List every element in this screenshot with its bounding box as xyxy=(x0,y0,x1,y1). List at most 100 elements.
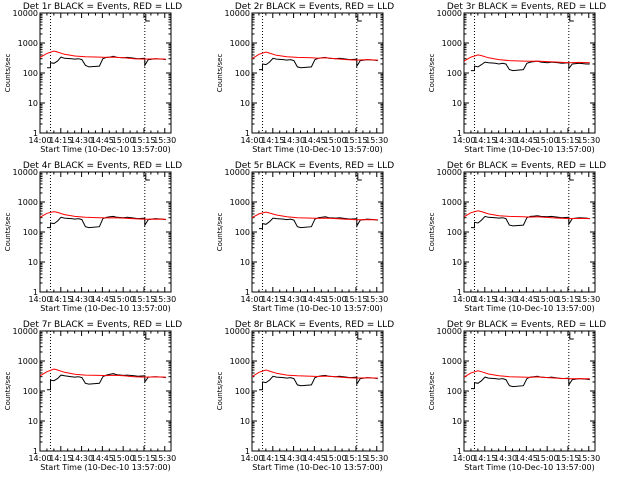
x-tick-label: 15:00 xyxy=(324,454,347,463)
x-axis-label: Start Time (10-Dec-10 13:57:00) xyxy=(252,304,383,313)
y-tick-label: 10000 xyxy=(13,327,38,336)
y-tick-label: 1000 xyxy=(18,198,38,207)
x-tick-label: 14:00 xyxy=(452,295,475,304)
y-tick-label: 1 xyxy=(457,129,462,138)
y-tick-label: 1 xyxy=(457,288,462,297)
y-tick-label: 100 xyxy=(23,69,38,78)
y-tick-label: 100 xyxy=(23,387,38,396)
x-tick-label: 14:15 xyxy=(49,295,72,304)
bracket-marker xyxy=(569,173,574,181)
y-tick-label: 10 xyxy=(240,258,250,267)
y-tick-label: 10000 xyxy=(13,9,38,18)
x-axis-label: Start Time (10-Dec-10 13:57:00) xyxy=(252,463,383,472)
chart-panel: Det 4r BLACK = Events, RED = LLD 1 10 100 10… xyxy=(4,161,182,313)
chart-panel: Det 9r BLACK = Events, RED = LLD 1 10 100 10… xyxy=(428,320,606,472)
y-tick-label: 10000 xyxy=(13,168,38,177)
y-tick-label: 1 xyxy=(33,288,38,297)
y-tick-label: 100 xyxy=(23,228,38,237)
y-tick-label: 10 xyxy=(28,258,38,267)
lld-series-line xyxy=(251,369,378,379)
x-tick-label: 14:30 xyxy=(494,454,517,463)
x-tick-label: 14:15 xyxy=(473,136,496,145)
x-tick-label: 14:45 xyxy=(303,295,326,304)
x-tick-label: 14:15 xyxy=(261,136,284,145)
events-series-line xyxy=(259,216,378,230)
lld-series-line xyxy=(39,211,166,220)
x-tick-label: 14:30 xyxy=(70,295,93,304)
x-tick-label: 14:30 xyxy=(282,295,305,304)
x-tick-label: 15:15 xyxy=(556,454,579,463)
y-tick-label: 1000 xyxy=(230,39,250,48)
chart-title: Det 5r BLACK = Events, RED = LLD xyxy=(235,161,394,171)
plot-frame xyxy=(251,171,384,293)
x-tick-label: 15:00 xyxy=(536,454,559,463)
x-tick-label: 15:00 xyxy=(112,454,135,463)
chart-title: Det 2r BLACK = Events, RED = LLD xyxy=(235,2,394,12)
x-tick-label: 14:15 xyxy=(261,295,284,304)
y-tick-label: 10 xyxy=(28,99,38,108)
x-axis-label: Start Time (10-Dec-10 13:57:00) xyxy=(40,463,171,472)
y-tick-label: 10 xyxy=(240,417,250,426)
y-tick-label: 10000 xyxy=(225,168,250,177)
y-tick-label: 1 xyxy=(245,129,250,138)
y-tick-label: 10 xyxy=(28,417,38,426)
x-tick-label: 14:00 xyxy=(452,454,475,463)
x-tick-label: 14:30 xyxy=(494,136,517,145)
x-tick-label: 15:15 xyxy=(344,136,367,145)
bracket-marker xyxy=(569,14,574,22)
y-tick-label: 100 xyxy=(447,387,462,396)
plot-frame xyxy=(463,330,596,452)
x-axis-label: Start Time (10-Dec-10 13:57:00) xyxy=(252,145,383,154)
x-tick-label: 15:30 xyxy=(153,454,176,463)
bracket-marker xyxy=(357,14,362,22)
x-tick-label: 14:15 xyxy=(49,454,72,463)
x-tick-label: 15:30 xyxy=(577,295,600,304)
x-tick-label: 15:15 xyxy=(556,295,579,304)
x-tick-label: 14:00 xyxy=(28,454,51,463)
x-axis-label: Start Time (10-Dec-10 13:57:00) xyxy=(464,145,595,154)
y-tick-label: 10000 xyxy=(437,168,462,177)
x-tick-label: 15:30 xyxy=(577,454,600,463)
x-tick-label: 14:30 xyxy=(70,136,93,145)
x-tick-label: 14:15 xyxy=(261,454,284,463)
x-tick-label: 15:15 xyxy=(132,136,155,145)
events-series-line xyxy=(259,374,378,391)
y-tick-label: 10 xyxy=(452,99,462,108)
y-axis-label: Counts/sec xyxy=(428,372,436,411)
y-tick-label: 10 xyxy=(240,99,250,108)
y-tick-label: 10000 xyxy=(437,327,462,336)
y-tick-label: 1 xyxy=(457,447,462,456)
x-axis-label: Start Time (10-Dec-10 13:57:00) xyxy=(40,304,171,313)
lld-series-line xyxy=(251,51,378,61)
plot-frame xyxy=(39,12,172,134)
x-tick-label: 15:30 xyxy=(365,454,388,463)
bracket-marker xyxy=(357,173,362,181)
events-series-line xyxy=(47,215,166,229)
chart-title: Det 3r BLACK = Events, RED = LLD xyxy=(447,2,606,12)
x-tick-label: 15:15 xyxy=(344,295,367,304)
y-tick-label: 1 xyxy=(245,288,250,297)
x-tick-label: 15:30 xyxy=(365,136,388,145)
plot-frame xyxy=(39,330,172,452)
chart-panel: Det 8r BLACK = Events, RED = LLD 1 10 100 10… xyxy=(216,320,394,472)
x-tick-label: 14:45 xyxy=(91,454,114,463)
x-tick-label: 14:45 xyxy=(91,295,114,304)
bracket-marker xyxy=(569,332,574,340)
y-tick-label: 1 xyxy=(33,129,38,138)
y-tick-label: 10000 xyxy=(437,9,462,18)
x-tick-label: 15:15 xyxy=(344,454,367,463)
chart-title: Det 6r BLACK = Events, RED = LLD xyxy=(447,161,606,171)
chart-title: Det 4r BLACK = Events, RED = LLD xyxy=(23,161,182,171)
y-axis-label: Counts/sec xyxy=(4,372,12,411)
y-tick-label: 1000 xyxy=(230,198,250,207)
y-axis-label: Counts/sec xyxy=(428,54,436,93)
y-tick-label: 100 xyxy=(235,69,250,78)
chart-panel: Det 1r BLACK = Events, RED = LLD 1 10 100 10… xyxy=(4,2,182,154)
y-axis-label: Counts/sec xyxy=(216,54,224,93)
x-axis-label: Start Time (10-Dec-10 13:57:00) xyxy=(40,145,171,154)
plot-frame xyxy=(251,330,384,452)
chart-panel: Det 2r BLACK = Events, RED = LLD 1 10 100 10… xyxy=(216,2,394,154)
plot-frame xyxy=(463,12,596,134)
lld-series-line xyxy=(463,54,590,64)
y-tick-label: 1000 xyxy=(442,39,462,48)
